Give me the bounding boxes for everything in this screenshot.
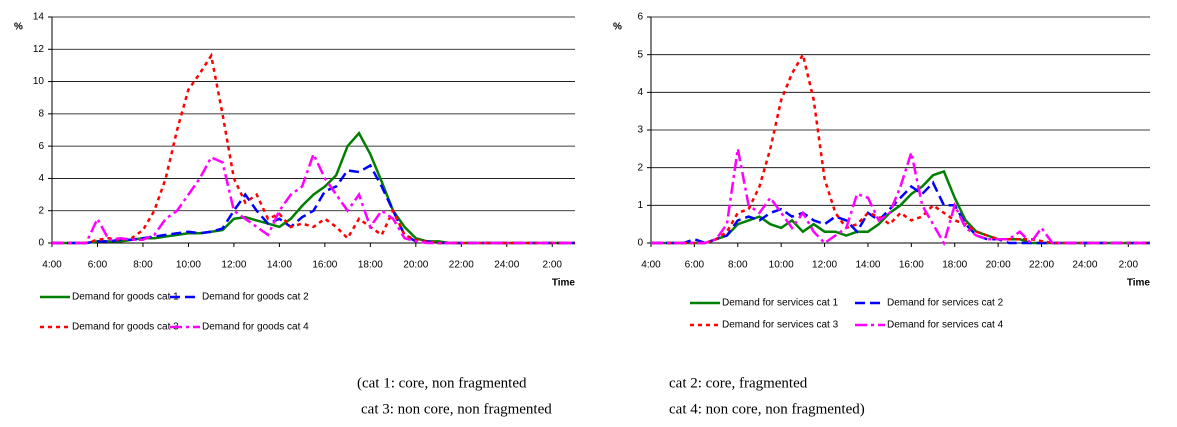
x-axis-label: Time (552, 278, 576, 289)
x-axis-label: Time (1127, 278, 1151, 289)
y-axis-label: % (14, 22, 23, 33)
data-line (651, 169, 1150, 245)
x-tick-label: 12:00 (221, 260, 246, 271)
y-tick-label: 6 (38, 141, 44, 152)
legend-label: Demand for services cat 3 (722, 320, 839, 331)
y-tick-label: 5 (637, 49, 643, 60)
x-tick-label: 8:00 (728, 260, 748, 271)
x-tick-label: 18:00 (358, 260, 383, 271)
legend-label: Demand for services cat 4 (887, 320, 1004, 331)
x-tick-label: 14:00 (267, 260, 292, 271)
x-tick-label: 10:00 (176, 260, 201, 271)
y-tick-label: 10 (33, 76, 45, 87)
y-tick-label: 8 (38, 108, 44, 119)
x-tick-label: 16:00 (312, 260, 337, 271)
x-tick-label: 24:00 (1072, 260, 1097, 271)
y-tick-label: 4 (38, 173, 44, 184)
footnote: cat 3: non core, non fragmented (361, 401, 552, 417)
x-tick-label: 6:00 (88, 260, 108, 271)
footnote: (cat 1: core, non fragmented (357, 375, 527, 391)
legend-label: Demand for goods cat 4 (202, 322, 309, 333)
y-tick-label: 0 (38, 238, 44, 249)
data-line (52, 163, 575, 245)
x-tick-label: 10:00 (769, 260, 794, 271)
x-tick-label: 4:00 (42, 260, 62, 271)
footnote: cat 2: core, fragmented (669, 375, 808, 391)
x-tick-label: 22:00 (1029, 260, 1054, 271)
x-tick-label: 16:00 (899, 260, 924, 271)
x-tick-label: 2:00 (1119, 260, 1139, 271)
y-tick-label: 3 (637, 125, 643, 136)
x-tick-label: 18:00 (942, 260, 967, 271)
y-tick-label: 6 (637, 12, 643, 23)
x-tick-label: 20:00 (403, 260, 428, 271)
y-axis-label: % (613, 22, 622, 33)
legend-label: Demand for goods cat 1 (72, 292, 179, 303)
x-tick-label: 20:00 (986, 260, 1011, 271)
y-tick-label: 12 (33, 44, 45, 55)
x-tick-label: 6:00 (685, 260, 705, 271)
x-tick-label: 4:00 (641, 260, 661, 271)
y-tick-label: 1 (637, 200, 643, 211)
data-line (651, 180, 1150, 245)
y-tick-label: 2 (637, 162, 643, 173)
x-tick-label: 22:00 (449, 260, 474, 271)
data-line (52, 150, 575, 245)
footnote: cat 4: non core, non fragmented) (669, 401, 865, 417)
x-tick-label: 2:00 (543, 260, 563, 271)
legend-label: Demand for services cat 2 (887, 298, 1004, 309)
x-tick-label: 12:00 (812, 260, 837, 271)
legend-label: Demand for goods cat 2 (202, 292, 309, 303)
legend-label: Demand for goods cat 3 (72, 322, 179, 333)
x-tick-label: 24:00 (494, 260, 519, 271)
data-line (651, 51, 1150, 245)
x-tick-label: 8:00 (133, 260, 153, 271)
y-tick-label: 14 (33, 12, 45, 23)
y-tick-label: 0 (637, 238, 643, 249)
y-tick-label: 4 (637, 87, 643, 98)
legend-label: Demand for services cat 1 (722, 298, 839, 309)
data-line (651, 147, 1150, 247)
x-tick-label: 14:00 (855, 260, 880, 271)
data-line (52, 52, 575, 245)
y-tick-label: 2 (38, 205, 44, 216)
